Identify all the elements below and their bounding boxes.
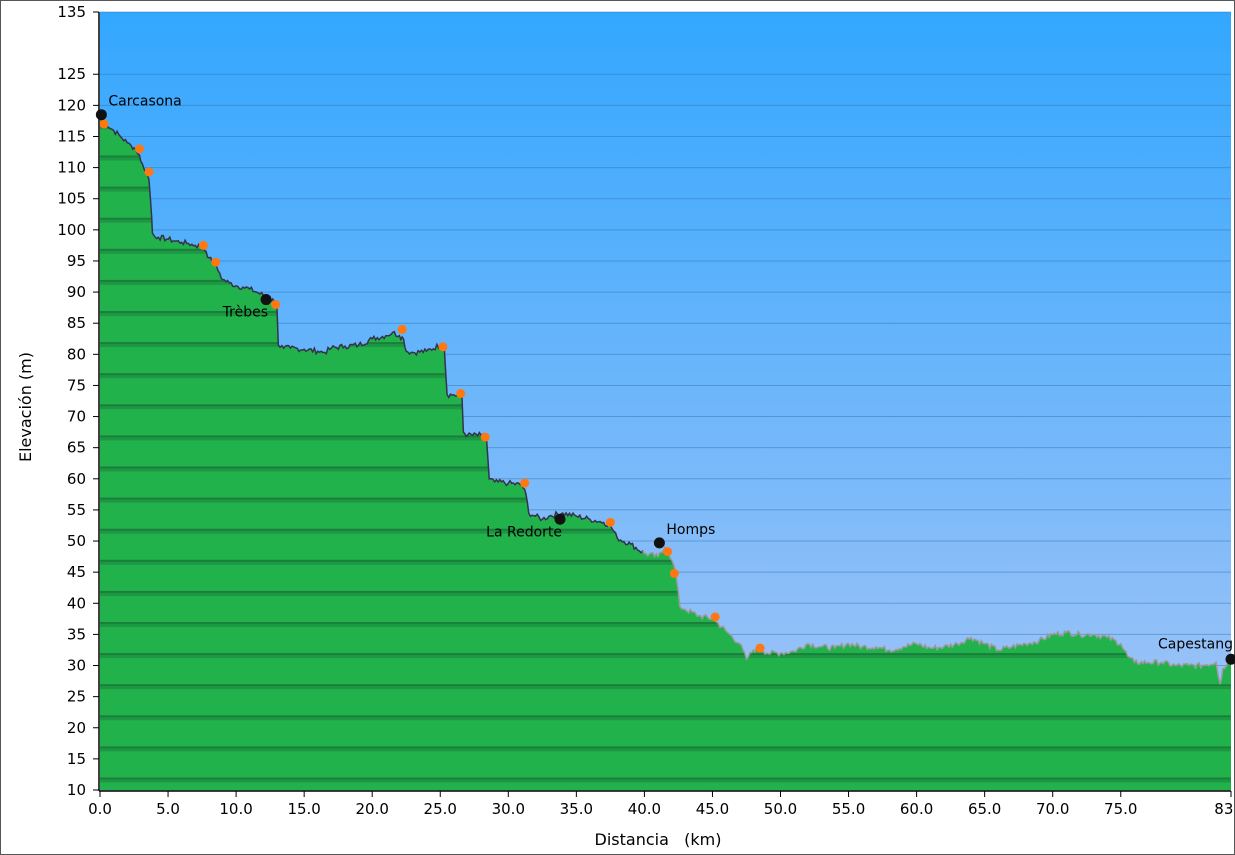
x-tick-label: 70.0 (1036, 800, 1069, 818)
town-marker (1225, 653, 1235, 665)
x-axis-title: Distancia (km) (595, 830, 722, 849)
x-tick-label: 40.0 (628, 800, 661, 818)
town-label: Trèbes (222, 305, 268, 321)
waypoint-marker (134, 144, 144, 154)
y-tick-label: 75 (67, 376, 86, 394)
y-tick-label: 30 (67, 657, 86, 675)
waypoint-marker (198, 240, 208, 250)
x-axis-ticks: 0.0 5.0 10.0 15.0 20.0 25.0 30.0 35.0 40.0 45.0 50… (88, 791, 1235, 818)
waypoint-marker (669, 568, 679, 578)
waypoint-marker (605, 517, 615, 527)
x-tick-label: 55.0 (832, 800, 865, 818)
y-tick-label: 50 (67, 532, 86, 550)
y-tick-label: 65 (67, 439, 86, 457)
y-tick-label: 10 (67, 781, 86, 799)
waypoint-marker (520, 478, 530, 488)
y-tick-label: 55 (67, 501, 86, 519)
x-tick-label: 75.0 (1104, 800, 1137, 818)
y-tick-label: 95 (67, 252, 86, 270)
waypoint-marker (755, 643, 765, 653)
y-axis-title: Elevación (m) (16, 352, 35, 462)
waypoint-marker (663, 547, 673, 557)
waypoint-marker (438, 342, 448, 352)
y-tick-label: 45 (67, 563, 86, 581)
y-tick-label: 80 (67, 345, 86, 363)
town-label: Homps (666, 522, 715, 538)
x-tick-label: 30.0 (492, 800, 525, 818)
y-tick-label: 110 (57, 159, 86, 177)
terrain-outline-upper (100, 114, 646, 554)
x-tick-label: 0.0 (88, 800, 112, 818)
waypoint-marker (211, 257, 221, 267)
x-tick-label: 5.0 (156, 800, 180, 818)
y-tick-label: 70 (67, 408, 86, 426)
y-tick-label: 60 (67, 470, 86, 488)
terrain-area (100, 114, 1231, 790)
y-tick-label: 85 (67, 314, 86, 332)
x-tick-label: 60.0 (900, 800, 933, 818)
y-tick-label: 100 (57, 221, 86, 239)
x-tick-label: 83.1 (1214, 800, 1235, 818)
x-tick-label: 50.0 (764, 800, 797, 818)
x-tick-label: 15.0 (287, 800, 320, 818)
town-label: Capestang (1158, 636, 1233, 652)
y-tick-label: 35 (67, 625, 86, 643)
waypoint-marker (144, 167, 154, 177)
y-tick-label: 40 (67, 594, 86, 612)
waypoint-marker (397, 324, 407, 334)
waypoint-markers (99, 119, 765, 653)
town-marker (260, 294, 272, 306)
town-label: La Redorte (486, 524, 562, 540)
y-tick-label: 15 (67, 750, 86, 768)
x-tick-label: 20.0 (355, 800, 388, 818)
waypoint-marker (456, 389, 466, 399)
y-tick-label: 105 (57, 190, 86, 208)
town-marker (653, 537, 665, 549)
y-tick-label: 125 (57, 65, 86, 83)
y-tick-label: 120 (57, 96, 86, 114)
town-markers: Carcasona Trèbes La Redorte Homps Capestang (95, 94, 1235, 665)
x-tick-label: 35.0 (560, 800, 593, 818)
waypoint-marker (710, 612, 720, 622)
town-marker (554, 513, 566, 525)
town-label: Carcasona (108, 94, 181, 110)
terrain-outline-lower (642, 545, 1231, 685)
x-tick-label: 65.0 (968, 800, 1001, 818)
x-tick-label: 45.0 (696, 800, 729, 818)
y-axis-ticks: 10 15 20 25 30 35 40 45 50 55 60 65 70 75 80 85 90 95 100 1… (57, 3, 99, 799)
waypoint-marker (99, 119, 109, 129)
town-marker (95, 109, 107, 121)
x-tick-label: 10.0 (219, 800, 252, 818)
y-tick-label: 135 (57, 3, 86, 21)
y-tick-label: 20 (67, 719, 86, 737)
waypoint-marker (271, 300, 281, 310)
y-tick-label: 115 (57, 127, 86, 145)
y-tick-label: 90 (67, 283, 86, 301)
x-tick-label: 25.0 (424, 800, 457, 818)
waypoint-marker (480, 432, 490, 442)
y-tick-label: 25 (67, 688, 86, 706)
